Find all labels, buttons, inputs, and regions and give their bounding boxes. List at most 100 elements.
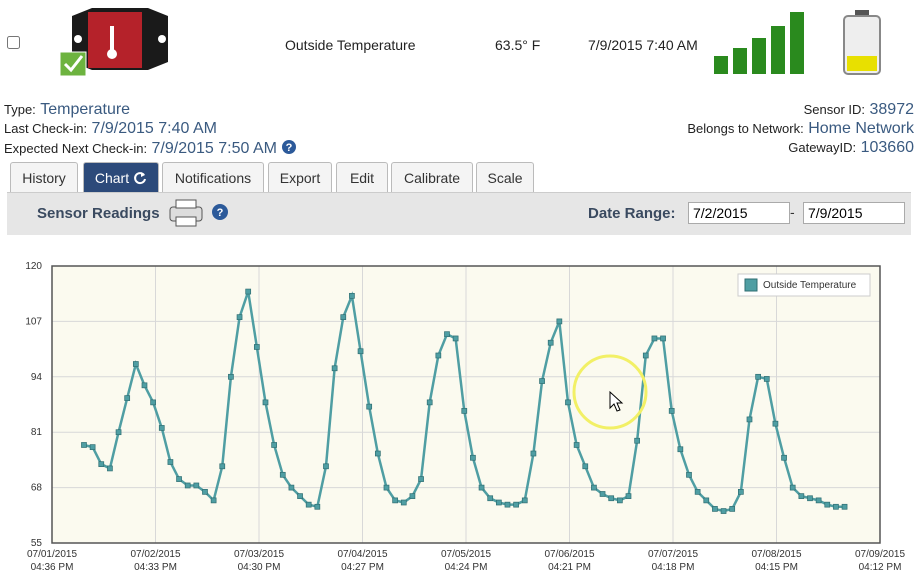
date-from[interactable] <box>688 202 790 224</box>
value: 7/9/2015 7:40 AM <box>91 120 217 137</box>
x-tick-label: 07/03/2015 04:30 PM <box>234 549 284 573</box>
point <box>228 373 234 380</box>
x-tick-time: 04:12 PM <box>859 562 902 573</box>
value: 38972 <box>869 101 915 118</box>
point <box>81 442 87 448</box>
legend-label: Outside Temperature <box>763 280 857 291</box>
x-tick-date: 07/01/2015 <box>27 549 77 560</box>
point <box>634 437 640 444</box>
point <box>573 442 580 448</box>
point <box>737 489 744 495</box>
point <box>608 495 615 502</box>
x-tick-date: 07/09/2015 <box>855 549 905 560</box>
date-to[interactable] <box>803 202 905 224</box>
x-tick-time: 04:33 PM <box>134 562 177 573</box>
sensor-id-row: Sensor ID: 38972 <box>804 101 914 119</box>
point <box>763 376 770 382</box>
last-checkin-row: Last Check-in: 7/9/2015 7:40 AM <box>4 120 217 138</box>
point <box>547 339 554 346</box>
x-tick-label: 07/04/2015 04:27 PM <box>337 549 387 573</box>
point <box>366 403 373 410</box>
point <box>703 497 710 504</box>
point <box>132 361 139 367</box>
x-tick-label: 07/07/2015 04:18 PM <box>648 549 698 573</box>
date-range-label: Date Range: <box>588 205 676 222</box>
point <box>107 465 113 472</box>
x-tick-time: 04:24 PM <box>445 562 488 573</box>
select-checkbox[interactable] <box>7 36 20 49</box>
point <box>253 344 260 350</box>
x-tick-date: 07/02/2015 <box>130 549 180 560</box>
sensor-name: Outside Temperature <box>285 37 416 53</box>
point <box>668 408 675 414</box>
point <box>331 365 338 372</box>
x-tick-date: 07/03/2015 <box>234 549 284 560</box>
point <box>89 444 96 450</box>
label: GatewayID: <box>788 140 857 155</box>
point <box>435 352 442 359</box>
x-tick-date: 07/07/2015 <box>648 549 698 560</box>
legend-box <box>737 273 871 297</box>
point <box>807 495 813 502</box>
tab[interactable]: History <box>10 162 78 193</box>
point <box>642 352 649 359</box>
label: Type: <box>4 102 36 117</box>
point <box>712 506 718 512</box>
help-icon[interactable]: ? <box>281 139 297 155</box>
point <box>487 495 494 502</box>
toolbar-title: Sensor Readings <box>37 205 160 222</box>
point <box>530 450 537 457</box>
point <box>279 471 286 478</box>
mouse-cursor <box>609 390 624 412</box>
tab-active[interactable]: Chart <box>83 162 159 193</box>
x-tick-label: 07/05/2015 04:24 PM <box>441 549 491 573</box>
tab-label: Chart <box>94 170 130 186</box>
label: Last Check-in: <box>4 121 88 136</box>
point <box>495 499 502 506</box>
separator: - <box>790 204 795 220</box>
point <box>781 454 787 461</box>
point <box>815 497 822 504</box>
value: Home Network <box>808 120 914 137</box>
point <box>452 335 459 342</box>
point <box>305 501 312 508</box>
point <box>599 491 606 497</box>
point <box>591 484 597 491</box>
cursor-highlight <box>572 354 648 430</box>
point <box>720 508 727 514</box>
x-tick-date: 07/04/2015 <box>337 549 387 560</box>
point <box>616 497 623 504</box>
tab[interactable]: Notifications <box>162 162 264 193</box>
point <box>521 497 528 504</box>
point <box>115 429 122 436</box>
point <box>833 503 839 510</box>
x-tick-date: 07/06/2015 <box>544 549 594 560</box>
refresh-icon <box>134 172 147 185</box>
y-tick-label: 81 <box>31 427 43 438</box>
point <box>271 442 277 448</box>
value: Temperature <box>40 101 131 118</box>
chart: 55 68 81 94 107 120 07/01/2015 04:36 PM 07/02/20… <box>25 261 905 573</box>
tab[interactable]: Calibrate <box>391 162 473 193</box>
y-tick-label: 68 <box>31 483 43 494</box>
point <box>323 463 329 470</box>
svg-text:?: ? <box>286 142 293 154</box>
x-tick-time: 04:36 PM <box>31 562 74 573</box>
x-tick-time: 04:30 PM <box>238 562 281 573</box>
y-tick-label: 120 <box>25 261 42 272</box>
device-icon <box>59 8 168 77</box>
x-tick-time: 04:15 PM <box>755 562 798 573</box>
x-tick-time: 04:18 PM <box>652 562 695 573</box>
point <box>184 482 191 489</box>
tab[interactable]: Export <box>268 162 332 193</box>
point <box>314 503 321 510</box>
point <box>245 288 252 295</box>
point <box>141 382 148 389</box>
label: Belongs to Network: <box>687 121 804 136</box>
label: Expected Next Check-in: <box>4 141 148 156</box>
point <box>513 501 519 508</box>
point <box>470 454 476 461</box>
tab[interactable]: Edit <box>336 162 388 193</box>
tab[interactable]: Scale <box>476 162 534 193</box>
